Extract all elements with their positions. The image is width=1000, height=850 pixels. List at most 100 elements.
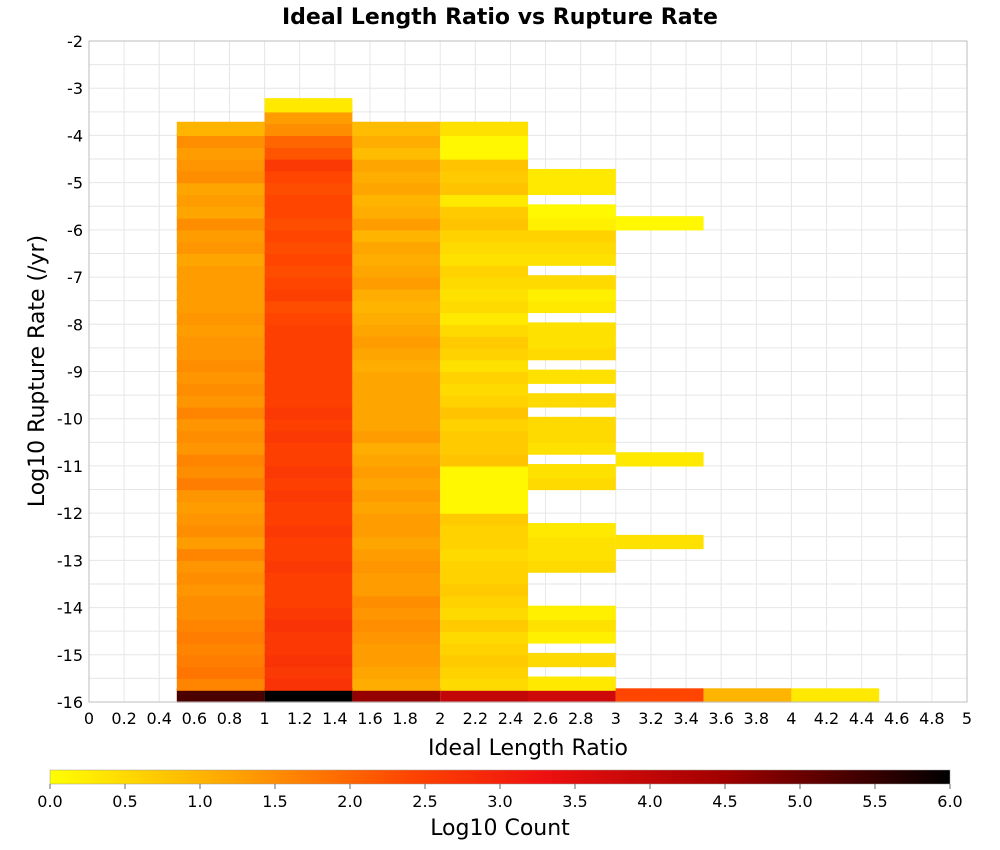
heatmap-cell: 0.5, -10.5: 1.5 [176,428,265,443]
heatmap-cell: 2, -4: 0.4 [440,121,528,137]
heatmap-cell: 0.5, -6.25: 1.3 [176,227,265,243]
heatmap-cell: 1, -14.5: 2.7 [264,617,353,632]
heatmap-cell: 2, -13.25: 0.6 [440,558,528,573]
plot-frame [88,40,968,703]
heatmap-cell: 0.5, -6.75: 1.2 [176,251,265,266]
heatmap-cell: 2.5, -14.5: 0.4 [528,617,616,632]
x-tick-label: 2.4 [498,709,523,728]
heatmap-cell: 1, -13.5: 2.5 [264,570,353,585]
heatmap-cell: 1, -10.25: 2.5 [264,416,353,432]
heatmap-cell: 1.5, -12.25: 1.3 [352,511,441,526]
heatmap-cell: 1.5, -8: 1.1 [352,310,441,325]
x-tick-label: 3.6 [708,709,733,728]
heatmap-cell: 2, -6.5: 0.5 [440,239,528,255]
chart-title: Ideal Length Ratio vs Rupture Rate [282,5,718,30]
heatmap-cell: 1.5, -14.75: 1.4 [352,629,441,644]
heatmap-cell: 0.5, -8: 1.4 [176,310,265,325]
x-tick-label: 3.2 [638,709,663,728]
colorbar-tick-label: 0.0 [37,792,62,811]
x-tick-label: 1.4 [322,709,347,728]
heatmap-cell: 1, -12.75: 2.5 [264,534,353,550]
heatmap-cell: 1, -11.5: 2.5 [264,475,353,491]
heatmap-cell: 1, -9.25: 2.5 [264,369,353,384]
heatmap-cell: 2, -14.75: 0.5 [440,629,528,644]
heatmap-cell: 0.5, -7: 1.3 [176,263,265,278]
heatmap-cell: 2.5, -14.75: 0.2 [528,629,616,644]
heatmap-cell: 3, -11: 0.3 [615,452,704,467]
heatmap-cell: 2, -11: 0.8 [440,452,528,467]
heatmap-cell: 2, -7.25: 0.5 [440,275,528,290]
heatmap-cell: 0.5, -4.75: 1.4 [176,157,265,172]
heatmap-cell: 2, -12: 0.1 [440,499,528,514]
heatmap-cell: 1, -10.5: 2.6 [264,428,353,443]
colorbar-tick-label: 5.0 [787,792,812,811]
colorbar-tick-label: 2.5 [412,792,437,811]
heatmap-cell: 1, -8: 2.4 [264,310,353,325]
heatmap-cell: 2, -8: 0.3 [440,310,528,325]
heatmap-cell: 1, -12.25: 2.5 [264,511,353,526]
x-tick-label: 0.8 [217,709,242,728]
heatmap-cell: 1.5, -6: 1.3 [352,216,441,231]
heatmap-cell: 0.5, -11: 1.6 [176,452,265,467]
x-tick-label: 3.4 [673,709,698,728]
y-tick-label: -5 [67,174,83,193]
heatmap-cell: 1.5, -11.5: 1.2 [352,475,441,491]
heatmap-cell: 1.5, -16: 4.6 [352,688,441,703]
heatmap-cell: 0.5, -13.5: 1.5 [176,570,265,585]
heatmap-cell: 1, -6: 2.3 [264,216,353,231]
heatmap-cell: 0.5, -15.75: 1.6 [176,676,265,691]
heatmap-cell: 2, -8.75: 0.6 [440,346,528,361]
heatmap-cell: 2, -13.5: 0.6 [440,570,528,585]
x-tick-label: 4.4 [849,709,874,728]
heatmap-cell: 3.5, -16: 1 [703,688,792,703]
x-tick-labels: 0 0.2 0.4 0.6 0.8 1 1.2 1.4 1.6 1.8 2 2.2 2.4 2.6 2.8 3… [84,709,972,728]
heatmap-cell: 1, -13.75: 2.5 [264,582,353,597]
heatmap-cell: 0.5, -16: 5.3 [176,688,265,703]
x-tick-label: 2.2 [463,709,488,728]
heatmap-cell: 1, -4.25: 2 [264,133,353,148]
x-axis-title: Ideal Length Ratio [428,736,628,761]
heatmap-cell: 2, -12.75: 0.6 [440,534,528,550]
y-tick-label: -2 [67,32,83,51]
heatmap-cell: 2, -9: 0.4 [440,357,528,373]
heatmap-cell: 0.5, -5: 1.5 [176,168,265,184]
heatmap-cell: 2.5, -10.75: 0.4 [528,440,616,455]
heatmap-cell: 2.5, -5.75: 0.1 [528,204,616,219]
heatmap-cell: 1, -4.5: 2.2 [264,145,353,160]
x-tick-label: 0.4 [147,709,172,728]
heatmap-cell: 1.5, -10.75: 1.1 [352,440,441,455]
heatmap-cell: 2, -9.75: 0.6 [440,393,528,408]
heatmap-cell: 2, -6.75: 0.4 [440,251,528,266]
x-tick-label: 2.6 [533,709,558,728]
heatmap-cell: 0.5, -9: 1.5 [176,357,265,373]
heatmap-cell: 2, -10.5: 0.7 [440,428,528,443]
heatmap-cell: 1.5, -7.75: 1 [352,298,441,314]
heatmap-cell: 1, -8.25: 2.5 [264,322,353,337]
heatmap-cell: 2.5, -7.75: 0.3 [528,298,616,314]
heatmap-cell: 0.5, -10.75: 1.4 [176,440,265,455]
heatmap-cell: 1, -6.5: 2.3 [264,239,353,255]
heatmap-cell: 2, -5.5: 0.3 [440,192,528,207]
colorbar-tick-label: 0.5 [112,792,137,811]
heatmap-cell: 2, -10.75: 0.7 [440,440,528,455]
heatmap-cell: 2, -11.75: 0.1 [440,487,528,502]
heatmap-cell: 1.5, -4.5: 0.9 [352,145,441,160]
heatmap-cell: 1, -13.25: 2.6 [264,558,353,573]
heatmap-cell: 1.5, -12.5: 1.3 [352,523,441,538]
y-axis-title: Log10 Rupture Rate (/yr) [25,235,50,507]
heatmap-cell: 1, -15.5: 2.6 [264,664,353,679]
heatmap-cell: 0.5, -7.75: 1.3 [176,298,265,314]
heatmap-cells: 0.5, -16: 5.30.5, -15.75: 1.60.5, -15.5:… [176,98,880,703]
heatmap-cell: 1.5, -7.5: 1.1 [352,286,441,302]
heatmap-cell: 2.5, -11.25: 0.4 [528,464,616,479]
heatmap-cell: 1.5, -13.25: 1.4 [352,558,441,573]
heatmap-cell: 1, -14.75: 2.6 [264,629,353,644]
heatmap-cell: 0.5, -5.25: 1.2 [176,180,265,196]
heatmap-cell: 1, -13: 2.5 [264,546,353,561]
heatmap-cell: 2, -14.25: 0.5 [440,605,528,620]
heatmap-cell: 0.5, -4.5: 1.3 [176,145,265,160]
heatmap-cell: 0.5, -13.75: 1.4 [176,582,265,597]
heatmap-cell: 1.5, -13.75: 1.3 [352,582,441,597]
x-tick-label: 2.8 [568,709,593,728]
